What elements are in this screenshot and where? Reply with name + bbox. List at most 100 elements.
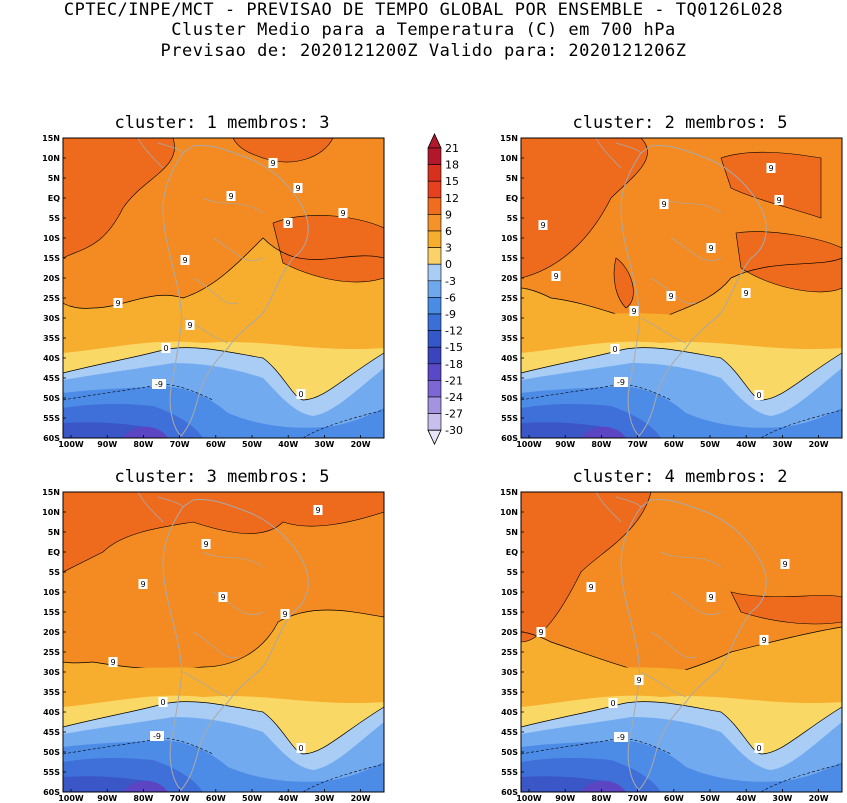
lon-tick-label: 100W <box>58 440 84 449</box>
lat-tick-label: 55S <box>501 414 518 423</box>
lat-tick-label: 10N <box>42 508 60 517</box>
svg-text:0: 0 <box>163 344 168 353</box>
colorbar-swatch <box>427 380 442 398</box>
lon-tick-label: 50W <box>700 794 720 803</box>
svg-text:9: 9 <box>743 289 748 298</box>
lat-tick-label: 40S <box>501 354 518 363</box>
lat-tick-label: 45S <box>43 728 60 737</box>
contour-label: 9 <box>280 609 290 619</box>
contour-label: 9 <box>538 220 548 230</box>
contour-label: 9 <box>551 271 561 281</box>
lat-tick-label: 30S <box>501 668 518 677</box>
svg-text:0: 0 <box>160 698 165 707</box>
colorbar-swatch <box>427 164 442 182</box>
colorbar-label: -21 <box>445 374 463 387</box>
contour-label: 0 <box>296 389 306 399</box>
lat-tick-label: 35S <box>43 688 60 697</box>
lon-tick-label: 30W <box>772 794 792 803</box>
title-line-1: CPTEC/INPE/MCT - PREVISAO DE TEMPO GLOBA… <box>63 0 784 20</box>
svg-text:9: 9 <box>768 164 773 173</box>
lat-tick-label: 45S <box>501 374 518 383</box>
colorbar-label: -3 <box>445 275 456 288</box>
lat-tick-label: 5N <box>48 174 60 183</box>
colorbar-swatch <box>427 197 442 215</box>
contour-label: 9 <box>780 559 790 569</box>
lat-tick-label: 10N <box>500 508 518 517</box>
contour-label: 9 <box>629 306 639 316</box>
lat-tick-label: EQ <box>48 548 60 557</box>
svg-text:9: 9 <box>636 676 641 685</box>
svg-text:9: 9 <box>661 200 666 209</box>
svg-text:9: 9 <box>538 628 543 637</box>
contour-label: 9 <box>226 191 236 201</box>
svg-text:-9: -9 <box>153 732 161 741</box>
lon-tick-label: 30W <box>314 794 334 803</box>
contour-label: -9 <box>614 377 628 387</box>
lat-tick-label: 20S <box>501 628 518 637</box>
svg-text:9: 9 <box>315 506 320 515</box>
colorbar-swatch <box>427 180 442 199</box>
lat-tick-label: 20S <box>43 274 60 283</box>
svg-text:9: 9 <box>140 580 145 589</box>
colorbar-label: 12 <box>445 192 459 205</box>
contour-label: -9 <box>152 379 166 389</box>
panel-title-3: cluster: 3 membros: 5 <box>114 467 330 487</box>
lat-tick-label: 55S <box>43 414 60 423</box>
svg-text:0: 0 <box>610 699 615 708</box>
lon-tick-label: 100W <box>58 794 84 803</box>
lat-tick-label: 50S <box>501 748 518 757</box>
contour-label: 9 <box>293 183 303 193</box>
svg-text:0: 0 <box>612 345 617 354</box>
lat-tick-label: 5S <box>49 214 61 223</box>
lon-tick-label: 30W <box>772 440 792 449</box>
lon-tick-label: 60W <box>206 794 226 803</box>
lon-tick-label: 60W <box>664 440 684 449</box>
contour-label: 9 <box>283 218 293 228</box>
lat-tick-label: 10S <box>43 588 60 597</box>
contour-label: 9 <box>313 505 323 515</box>
svg-text:-9: -9 <box>155 380 163 389</box>
lon-tick-label: 30W <box>314 440 334 449</box>
contour-label: 9 <box>586 582 596 592</box>
svg-text:9: 9 <box>282 610 287 619</box>
lat-tick-label: EQ <box>506 194 518 203</box>
lat-tick-label: 45S <box>43 374 60 383</box>
lon-tick-label: 20W <box>809 794 829 803</box>
lon-tick-label: 20W <box>351 794 371 803</box>
lat-tick-label: 45S <box>501 728 518 737</box>
panel-title-1: cluster: 1 membros: 3 <box>114 113 330 133</box>
lon-tick-label: 90W <box>555 794 575 803</box>
lat-tick-label: 50S <box>43 748 60 757</box>
title-line-3: Previsao de: 2020121200Z Valido para: 20… <box>160 41 687 61</box>
colorbar-label: 3 <box>445 242 452 255</box>
colorbar-swatch <box>427 230 442 248</box>
lat-tick-label: 25S <box>43 648 60 657</box>
lat-tick-label: 10N <box>500 154 518 163</box>
colorbar-label: 18 <box>445 159 459 172</box>
lat-tick-label: 5N <box>48 528 60 537</box>
svg-text:9: 9 <box>708 244 713 253</box>
svg-text:9: 9 <box>782 560 787 569</box>
contour-label: 9 <box>338 208 348 218</box>
contour-label: 9 <box>185 320 195 330</box>
lon-tick-label: 80W <box>133 440 153 449</box>
lon-tick-label: 90W <box>555 440 575 449</box>
svg-text:0: 0 <box>756 744 761 753</box>
svg-text:0: 0 <box>298 390 303 399</box>
svg-text:9: 9 <box>776 196 781 205</box>
lat-tick-label: 15N <box>42 134 60 143</box>
lat-tick-label: 55S <box>43 768 60 777</box>
lon-tick-label: 20W <box>351 440 371 449</box>
lat-tick-label: 20S <box>501 274 518 283</box>
lat-tick-label: EQ <box>48 194 60 203</box>
lon-tick-label: 80W <box>591 794 611 803</box>
lat-tick-label: 5S <box>49 568 61 577</box>
colorbar-swatch <box>427 280 442 298</box>
colorbar-arrow-bottom <box>427 429 442 446</box>
colorbar-swatch <box>427 214 442 232</box>
